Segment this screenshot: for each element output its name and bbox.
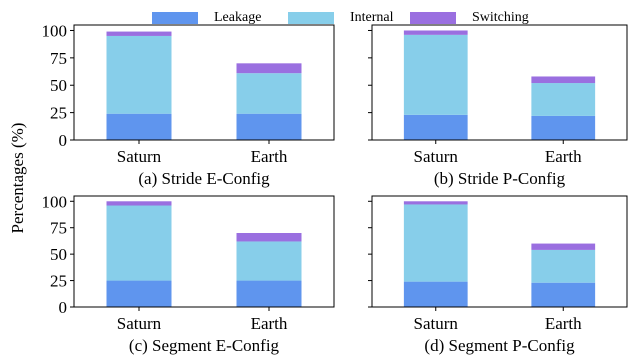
subplot-title: (a) Stride E-Config xyxy=(138,169,270,188)
plot-frame xyxy=(73,195,335,308)
x-tick-label-saturn: Saturn xyxy=(414,314,459,333)
y-tick-label: 25 xyxy=(50,272,67,291)
bar-switching-earth xyxy=(236,63,302,74)
bar-leakage-earth xyxy=(531,115,596,140)
x-tick-label-earth: Earth xyxy=(251,147,288,166)
x-tick-label-earth: Earth xyxy=(251,314,288,333)
bar-leakage-saturn xyxy=(403,281,468,307)
x-tick-label-saturn: Saturn xyxy=(117,314,162,333)
legend-item-switching: Switching xyxy=(410,8,529,28)
bar-leakage-saturn xyxy=(106,113,172,140)
bar-switching-earth xyxy=(531,76,596,84)
legend-swatch-switching xyxy=(410,12,456,24)
bar-leakage-saturn xyxy=(403,114,468,140)
legend-swatch-internal xyxy=(288,12,334,24)
plot-frame xyxy=(371,24,628,141)
bar-switching-saturn xyxy=(106,201,172,206)
x-tick-label-saturn: Saturn xyxy=(414,147,459,166)
y-tick-label: 75 xyxy=(50,219,67,238)
legend: Leakage Internal Switching xyxy=(0,8,631,28)
bar-leakage-earth xyxy=(236,113,302,140)
legend-item-internal: Internal xyxy=(288,8,394,28)
y-tick-label: 0 xyxy=(59,131,68,150)
legend-item-leakage: Leakage xyxy=(152,8,261,28)
bar-internal-earth xyxy=(236,73,302,114)
chart-panel-2: Saturn Earth (b) Stride P-Config xyxy=(368,24,628,188)
bar-leakage-saturn xyxy=(106,280,172,307)
bar-internal-saturn xyxy=(403,34,468,115)
y-tick-label: 75 xyxy=(50,49,67,68)
legend-label-switching: Switching xyxy=(472,10,529,25)
legend-label-leakage: Leakage xyxy=(214,10,262,25)
y-tick-label: 100 xyxy=(42,192,68,211)
bar-switching-earth xyxy=(236,233,302,242)
bar-internal-saturn xyxy=(106,35,172,114)
legend-label-internal: Internal xyxy=(350,10,394,25)
y-tick-label: 25 xyxy=(50,104,67,123)
bar-switching-saturn xyxy=(403,201,468,205)
bar-switching-saturn xyxy=(403,30,468,35)
bar-internal-saturn xyxy=(403,204,468,282)
plot-frame xyxy=(371,195,628,308)
legend-swatch-leakage xyxy=(152,12,198,24)
bar-switching-earth xyxy=(531,243,596,250)
subplot-title: (d) Segment P-Config xyxy=(424,336,575,355)
bar-leakage-earth xyxy=(236,280,302,307)
bar-internal-saturn xyxy=(106,205,172,281)
x-tick-label-earth: Earth xyxy=(545,147,582,166)
bar-internal-earth xyxy=(531,249,596,283)
bar-switching-saturn xyxy=(106,31,172,36)
subplot-title: (b) Stride P-Config xyxy=(434,169,566,188)
plot-frame xyxy=(73,24,335,141)
chart-panel-3: Saturn Earth 0 25 50 75 100 (c) Segment E-Confi… xyxy=(42,192,335,355)
y-tick-label: 50 xyxy=(50,76,67,95)
chart-panel-1: Saturn Earth 0 25 50 75 100 (a) Stride E-Config xyxy=(42,21,335,188)
x-tick-label-earth: Earth xyxy=(545,314,582,333)
y-tick-label: 100 xyxy=(42,21,68,40)
bar-leakage-earth xyxy=(531,282,596,307)
x-tick-label-saturn: Saturn xyxy=(117,147,162,166)
y-tick-label: 50 xyxy=(50,245,67,264)
subplot-title: (c) Segment E-Config xyxy=(129,336,280,355)
y-tick-label: 0 xyxy=(59,298,68,317)
chart-panel-4: Saturn Earth (d) Segment P-Config xyxy=(368,195,628,355)
bar-internal-earth xyxy=(236,241,302,281)
bar-internal-earth xyxy=(531,83,596,116)
